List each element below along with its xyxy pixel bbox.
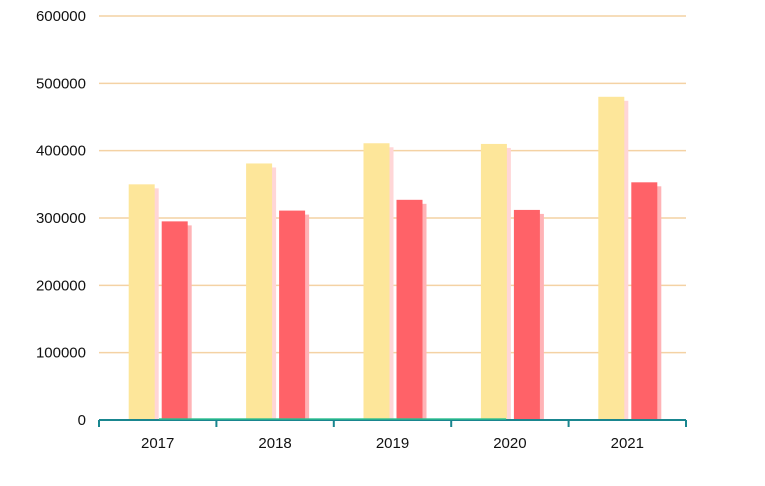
bar-series-2-2019 [396,199,423,420]
bar-series-2-2020 [513,209,540,420]
y-tick-label: 500000 [36,75,86,92]
y-tick-label: 0 [78,412,86,429]
bars [128,96,662,421]
y-tick-label: 300000 [36,210,86,227]
y-tick-label: 600000 [36,8,86,25]
y-tick-label: 200000 [36,277,86,294]
bar-series-2-2018 [279,210,306,420]
bar-series-1-2017 [128,184,155,420]
bar-series-1-2018 [246,163,273,420]
x-tick-label: 2019 [376,435,409,452]
x-tick-label: 2020 [493,435,526,452]
x-tick-label: 2018 [258,435,291,452]
x-axis [98,418,687,427]
x-axis-tick-labels: 2017 2018 2019 2020 2021 [141,435,644,452]
bar-series-1-2020 [480,143,507,420]
x-tick-label: 2017 [141,435,174,452]
y-axis-tick-labels: 0 100000 200000 300000 400000 500000 600000 [36,8,86,429]
bar-series-2-2021 [631,182,658,420]
bar-series-1-2021 [598,96,625,421]
x-tick-label: 2021 [611,435,644,452]
bar-series-1-2019 [363,143,390,420]
y-tick-label: 400000 [36,143,86,160]
bar-series-2-2017 [161,221,188,420]
y-tick-label: 100000 [36,345,86,362]
